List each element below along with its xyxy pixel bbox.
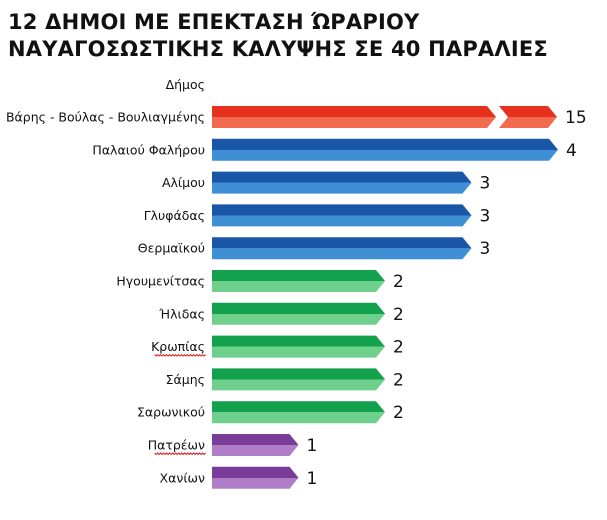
category-label-1: Παλαιού Φαλήρου <box>92 142 205 157</box>
value-label-1: 4 <box>566 141 577 161</box>
value-label-5: 2 <box>393 272 404 292</box>
value-label-6: 2 <box>393 305 404 325</box>
category-label-8: Σάμης <box>166 372 205 387</box>
bar-6 <box>212 302 385 325</box>
category-label-10: Πατρέων <box>148 438 205 453</box>
chart-title-line-1: 12 ΔΗΜΟΙ ΜΕ ΕΠΕΚΤΑΣΗ ΏΡΑΡΙΟΥ <box>8 10 420 34</box>
category-label-3: Γλυφάδας <box>144 208 205 223</box>
bar-0-segment-2 <box>499 106 557 128</box>
category-label-7: Κρωπίας <box>151 339 205 354</box>
category-label-6: Ήλιδας <box>158 306 205 321</box>
bar-4 <box>212 237 472 260</box>
value-label-10: 1 <box>307 436 318 456</box>
bar-3 <box>212 204 472 227</box>
value-label-3: 3 <box>480 206 491 226</box>
value-label-9: 2 <box>393 403 404 423</box>
category-label-9: Σαρωνικού <box>137 405 205 420</box>
value-label-4: 3 <box>480 239 491 259</box>
bar-1 <box>212 138 558 161</box>
category-label-4: Θερμαϊκού <box>138 241 205 256</box>
bar-2 <box>212 171 472 194</box>
value-label-8: 2 <box>393 370 404 390</box>
value-label-2: 3 <box>480 174 491 194</box>
value-label-7: 2 <box>393 338 404 358</box>
bar-7 <box>212 335 385 358</box>
bar-5 <box>212 270 385 292</box>
bar-8 <box>212 368 385 391</box>
value-label-11: 1 <box>307 469 318 489</box>
bar-11 <box>212 466 299 489</box>
bar-9 <box>212 401 385 424</box>
category-label-11: Χανίων <box>160 470 205 485</box>
bar-0-segment-1 <box>212 106 496 128</box>
category-label-2: Αλίμου <box>162 175 205 190</box>
spellcheck-underline-10 <box>154 452 206 456</box>
category-label-0: Βάρης - Βούλας - Βουλιαγμένης <box>6 110 205 125</box>
spellcheck-underline-7 <box>154 353 206 357</box>
value-label-0: 15 <box>565 108 587 128</box>
category-label-5: Ηγουμενίτσας <box>116 274 205 289</box>
chart-title-line-2: ΝΑΥΑΓΟΣΩΣΤΙΚΗΣ ΚΑΛΥΨΗΣ ΣΕ 40 ΠΑΡΑΛΙΕΣ <box>8 37 548 61</box>
category-column-header: Δήμος <box>165 77 205 92</box>
bar-10 <box>212 434 299 456</box>
chart-title: 12 ΔΗΜΟΙ ΜΕ ΕΠΕΚΤΑΣΗ ΏΡΑΡΙΟΥ ΝΑΥΑΓΟΣΩΣΤΙ… <box>8 9 603 63</box>
